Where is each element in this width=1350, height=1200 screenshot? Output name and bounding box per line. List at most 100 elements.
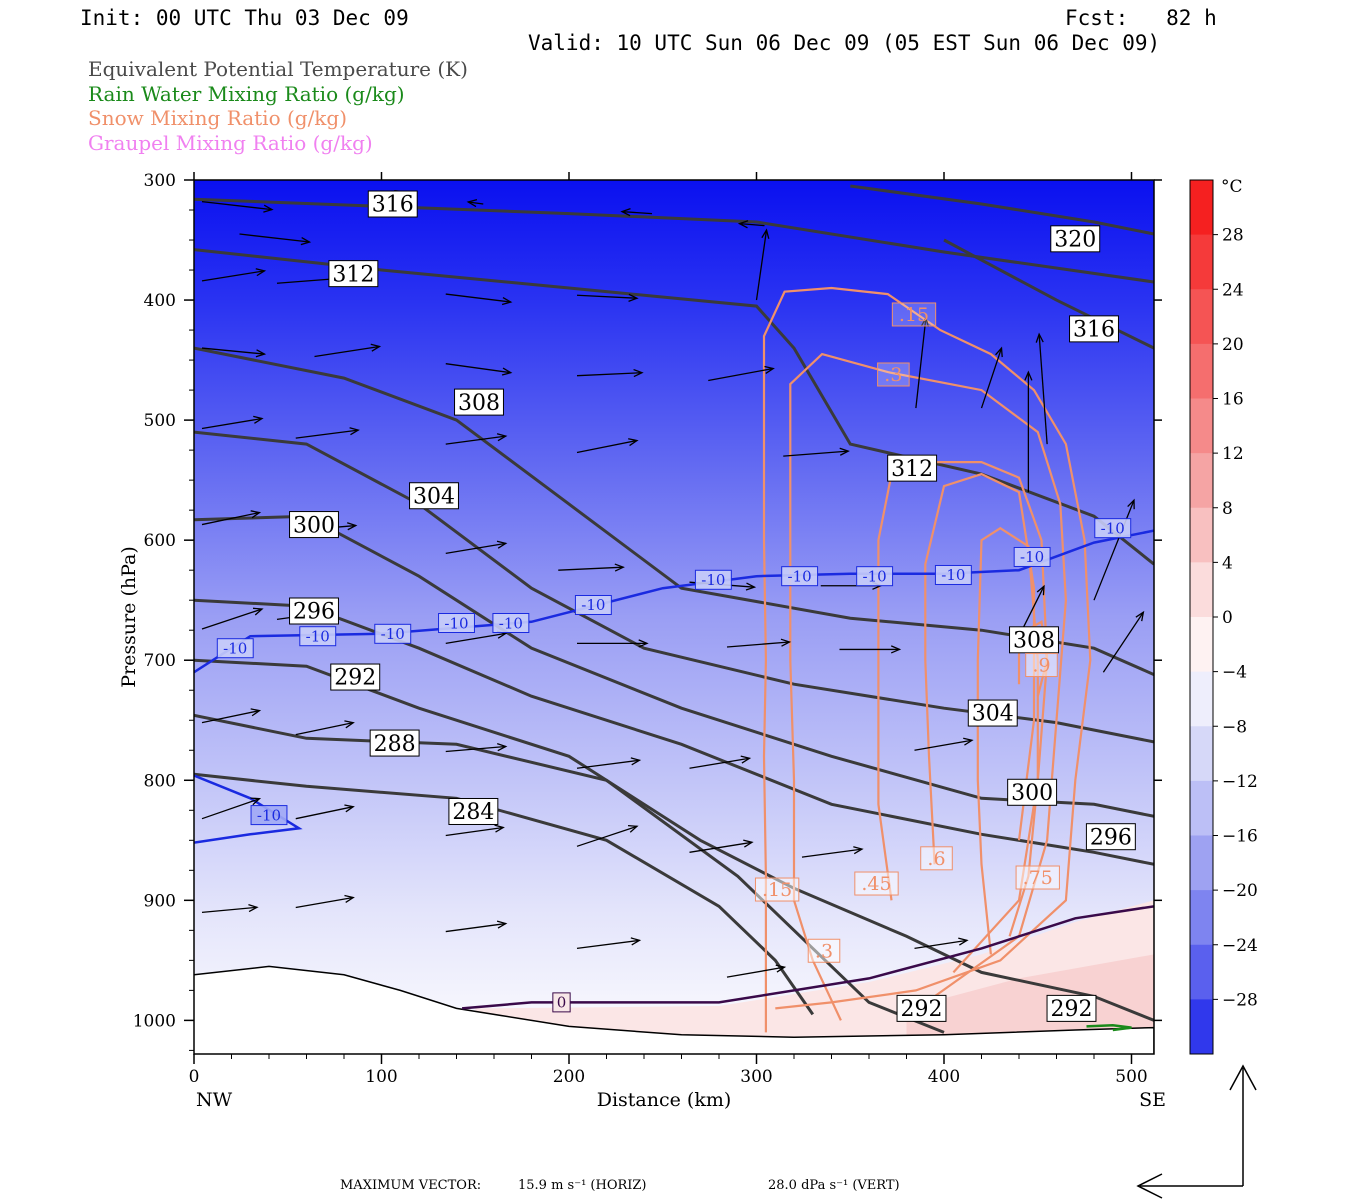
snow-label: .45 — [861, 873, 891, 895]
theta-e-label-box — [289, 597, 339, 625]
snow-label: .75 — [1023, 867, 1053, 889]
theta-e-label-box — [448, 797, 499, 825]
wind-vector-head — [743, 839, 754, 848]
wind-vector-head — [764, 365, 775, 374]
x-tick-label: 200 — [553, 1067, 585, 1087]
colorbar-segment — [1190, 835, 1213, 891]
y-tick-label: 500 — [144, 411, 176, 431]
theta-e-label-box — [1007, 778, 1058, 806]
colorbar-tick-label: 0 — [1222, 608, 1233, 628]
colorbar-tick-label: 12 — [1222, 444, 1244, 464]
wind-vector-head — [496, 433, 508, 442]
wind-vector-head — [494, 824, 505, 833]
snow-label-box — [754, 877, 800, 902]
theta-e-label: 292 — [334, 666, 376, 691]
colorbar-tick-label: −12 — [1222, 772, 1258, 792]
colorbar-tick-label: 16 — [1222, 390, 1244, 410]
theta-e-label: 292 — [1051, 997, 1093, 1022]
wind-vector — [201, 270, 265, 282]
theta-e-label-box — [1085, 823, 1136, 851]
wind-vector-head — [630, 757, 642, 766]
wind-vector — [201, 798, 260, 820]
wind-vector — [445, 293, 511, 303]
y-tick-label: 700 — [144, 651, 176, 671]
wind-vector-head — [344, 894, 355, 903]
wind-vector-head — [638, 639, 649, 648]
wind-vector — [201, 710, 260, 724]
theta-e-label-box — [967, 699, 1018, 727]
wind-vector-head — [501, 367, 513, 376]
isotherm-label-box — [250, 805, 288, 826]
theta-e-label: 288 — [374, 732, 416, 757]
y-tick-label: 1000 — [133, 1011, 176, 1031]
wind-vector — [201, 347, 265, 355]
wind-vector-head — [346, 522, 358, 531]
x-tick-label: 400 — [928, 1067, 960, 1087]
temperature-field — [194, 180, 1154, 1054]
colorbar-tick-label: −28 — [1222, 990, 1258, 1010]
legend-snow: Snow Mixing Ratio (g/kg) — [88, 106, 348, 130]
isotherm-label: -10 — [863, 567, 887, 585]
theta-e-label-box — [369, 729, 420, 757]
ref-vector-horiz-head — [1136, 1173, 1163, 1199]
wind-vector — [689, 757, 750, 769]
theta-e-label-box — [289, 511, 339, 539]
wind-vector-head — [620, 208, 631, 217]
wind-vector — [445, 826, 504, 837]
x-tick-label: 0 — [189, 1067, 200, 1087]
isotherm-label: -10 — [1101, 519, 1125, 537]
wind-vector — [576, 825, 638, 847]
x-tick-label: 500 — [1115, 1067, 1147, 1087]
isotherm-label-box — [299, 626, 337, 647]
wind-vector-head — [853, 846, 864, 855]
wind-vector — [558, 566, 624, 571]
theta-e-label-box — [887, 454, 938, 482]
snow-label-box — [1025, 653, 1058, 678]
wind-vector-head — [780, 638, 792, 647]
updraft-vector-head — [1127, 498, 1135, 510]
wind-vector-head — [740, 755, 752, 764]
wind-vector — [576, 939, 640, 949]
wind-vector-head — [250, 708, 262, 717]
theta-e-label: 308 — [458, 391, 500, 416]
colorbar-segment — [1190, 562, 1213, 618]
wind-vector — [621, 210, 653, 215]
theta-e-label: 316 — [1073, 318, 1115, 343]
colorbar-segment — [1190, 453, 1213, 509]
colorbar-segment — [1190, 507, 1213, 563]
wind-vector-head — [248, 903, 259, 913]
wind-vector — [739, 222, 765, 227]
snow-label-box — [1015, 865, 1060, 890]
colorbar-segment — [1190, 180, 1213, 236]
wind-vector — [295, 896, 354, 909]
updraft-vector-head — [995, 346, 1003, 358]
updraft-vector-head — [1036, 584, 1045, 596]
theta-e-contour — [194, 598, 1154, 866]
snow-label: .9 — [1032, 655, 1050, 677]
colorbar-segment — [1190, 234, 1213, 290]
wind-vector — [726, 641, 790, 648]
wind-vector — [689, 841, 753, 853]
theta-e-label: 312 — [891, 457, 933, 482]
theta-e-label: 308 — [1013, 629, 1055, 654]
theta-e-contour — [943, 238, 1154, 350]
rain-contour — [1086, 1023, 1132, 1032]
legend-theta-e: Equivalent Potential Temperature (K) — [88, 57, 468, 81]
wind-vector-head — [839, 447, 850, 456]
wind-vector — [576, 294, 638, 299]
snow-contour — [976, 526, 1039, 955]
colorbar-tick-label: −8 — [1222, 717, 1247, 737]
wind-vector-head — [253, 415, 264, 424]
wind-vector-head — [775, 964, 787, 973]
isotherm-label: -10 — [941, 566, 965, 584]
wind-vector — [445, 632, 506, 645]
snow-label-box — [920, 846, 953, 871]
theta-e-label-box — [1069, 315, 1119, 343]
x-end-label-nw: NW — [196, 1089, 233, 1111]
wind-vector — [801, 848, 863, 858]
max-vector-label: MAXIMUM VECTOR: — [340, 1178, 482, 1193]
theta-e-label-box — [1009, 626, 1059, 654]
y-tick-label: 300 — [144, 171, 176, 191]
updraft-vector-head — [1135, 610, 1145, 622]
theta-e-label: 300 — [293, 513, 335, 538]
